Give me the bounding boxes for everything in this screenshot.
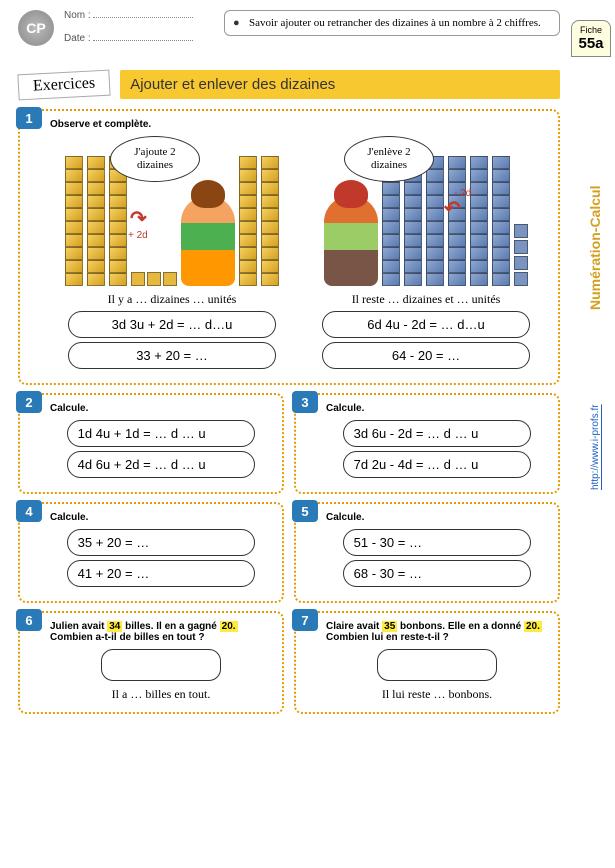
exercise-5: 5 Calcule. 51 - 30 = … 68 - 30 = … <box>294 502 560 603</box>
formula: 64 - 20 = … <box>322 342 529 369</box>
formula: 51 - 30 = … <box>343 529 532 556</box>
exercise-number: 3 <box>292 391 318 413</box>
grade-badge: CP <box>18 10 54 46</box>
formula: 3d 3u + 2d = … d…u <box>68 311 275 338</box>
formula: 7d 2u - 4d = … d … u <box>343 451 532 478</box>
exercise-number: 7 <box>292 609 318 631</box>
exercise-6: 6 Julien avait 34 billes. Il en a gagné … <box>18 611 284 714</box>
girl-character <box>181 196 235 286</box>
exercise-1: 1 Observe et complète. J'ajoute 2 dizain… <box>18 109 560 385</box>
formula: 1d 4u + 1d = … d … u <box>67 420 256 447</box>
answer-sentence: Il lui reste … bonbons. <box>326 687 548 702</box>
exercise-2: 2 Calcule. 1d 4u + 1d = … d … u 4d 6u + … <box>18 393 284 494</box>
name-field: Nom : <box>64 10 214 21</box>
exercise-3: 3 Calcule. 3d 6u - 2d = … d … u 7d 2u - … <box>294 393 560 494</box>
answer-sentence: Il a … billes en tout. <box>50 687 272 702</box>
formula: 6d 4u - 2d = … d…u <box>322 311 529 338</box>
formula: 3d 6u - 2d = … d … u <box>343 420 532 447</box>
category-label: Numération-Calcul <box>587 110 603 310</box>
exercise-instruction: Calcule. <box>326 512 548 523</box>
exercise-instruction: Observe et complète. <box>50 119 548 130</box>
exercise-instruction: Calcule. <box>50 512 272 523</box>
illustration-add: J'ajoute 2 dizaines ↷ + 2d <box>50 136 294 286</box>
fiche-tab: Fiche 55a <box>571 20 611 57</box>
formula: 4d 6u + 2d = … d … u <box>67 451 256 478</box>
formula: 33 + 20 = … <box>68 342 275 369</box>
page-title: Ajouter et enlever des dizaines <box>120 70 560 99</box>
exercise-number: 2 <box>16 391 42 413</box>
exercise-number: 1 <box>16 107 42 129</box>
exercise-number: 5 <box>292 500 318 522</box>
caption: Il reste … dizaines et … unités <box>304 292 548 307</box>
word-problem: Julien avait 34 billes. Il en a gagné 20… <box>50 621 272 643</box>
answer-box <box>377 649 497 681</box>
formula: 68 - 30 = … <box>343 560 532 587</box>
illustration-subtract: J'enlève 2 dizaines ↶ - 2d <box>304 136 548 286</box>
boy-character <box>324 196 378 286</box>
date-field: Date : <box>64 33 214 44</box>
exercise-7: 7 Claire avait 35 bonbons. Elle en a don… <box>294 611 560 714</box>
speech-bubble: J'ajoute 2 dizaines <box>110 136 200 182</box>
exercise-instruction: Calcule. <box>326 403 548 414</box>
exercise-number: 4 <box>16 500 42 522</box>
source-url: http://www.i-profs.fr <box>590 360 601 490</box>
formula: 35 + 20 = … <box>67 529 256 556</box>
formula: 41 + 20 = … <box>67 560 256 587</box>
exercise-number: 6 <box>16 609 42 631</box>
answer-box <box>101 649 221 681</box>
exercise-instruction: Calcule. <box>50 403 272 414</box>
exercise-4: 4 Calcule. 35 + 20 = … 41 + 20 = … <box>18 502 284 603</box>
word-problem: Claire avait 35 bonbons. Elle en a donné… <box>326 621 548 643</box>
speech-bubble: J'enlève 2 dizaines <box>344 136 434 182</box>
objective-box: Savoir ajouter ou retrancher des dizaine… <box>224 10 560 36</box>
caption: Il y a … dizaines … unités <box>50 292 294 307</box>
exercices-label: Exercices <box>17 69 110 100</box>
